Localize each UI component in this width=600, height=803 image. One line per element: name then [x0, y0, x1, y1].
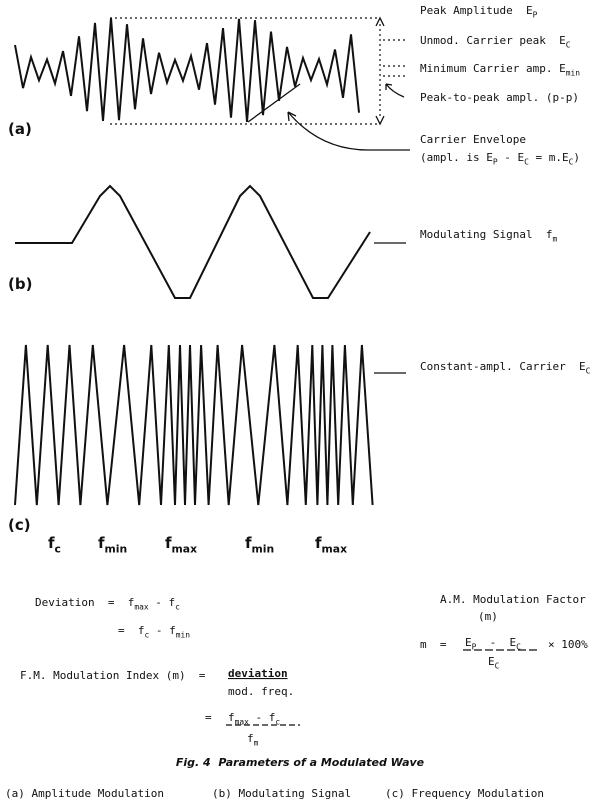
- subscript: max: [322, 543, 348, 556]
- freq-label: fmax: [165, 534, 197, 556]
- panel-label: (b): [8, 275, 32, 293]
- annotation: Peak-to-peak ampl. (p-p): [420, 91, 579, 104]
- subscript: max: [172, 543, 198, 556]
- text-segment: ): [573, 151, 580, 164]
- formula: =: [205, 711, 212, 724]
- annotation: (ampl. is EP - EC = m.EC): [420, 151, 580, 166]
- annotation: Constant-ampl. Carrier EC: [420, 360, 591, 375]
- text-segment: - E: [476, 636, 516, 649]
- formula: = fc - fmin: [118, 624, 190, 639]
- text-segment: f: [245, 534, 252, 552]
- text-segment: f: [315, 534, 322, 552]
- formula: m =: [420, 638, 447, 651]
- am-wave: [14, 17, 360, 122]
- text-segment: f: [165, 534, 172, 552]
- pp-pointer: [385, 83, 405, 98]
- envelope-line: [247, 83, 301, 123]
- caption: Fig. 4 Parameters of a Modulated Wave: [176, 756, 425, 769]
- annotation: Carrier Envelope: [420, 133, 526, 146]
- panel-label: (c): [8, 516, 31, 534]
- text-segment: - E: [498, 151, 525, 164]
- subscript: m: [254, 738, 259, 747]
- pp-arrows: [375, 16, 385, 126]
- text-segment: Unmod. Carrier peak E: [420, 34, 566, 47]
- text-segment: Peak Amplitude E: [420, 4, 533, 17]
- subscript: C: [524, 157, 529, 166]
- subscript: m: [552, 234, 557, 243]
- formula: F.M. Modulation Index (m) =: [20, 669, 206, 682]
- text-segment: f: [98, 534, 105, 552]
- formula: EP - EC: [465, 636, 521, 651]
- subscript: min: [252, 543, 275, 556]
- text-segment: (ampl. is E: [420, 151, 493, 164]
- formula: Deviation = fmax - fc: [35, 596, 180, 611]
- formula: A.M. Modulation Factor: [440, 593, 586, 606]
- subscript: min: [566, 68, 581, 77]
- text-segment: Deviation = f: [35, 596, 134, 609]
- modulating-wave: [15, 184, 371, 299]
- subscript: C: [566, 40, 571, 49]
- subscript: max: [134, 602, 149, 611]
- subscript: c: [55, 543, 61, 556]
- annotation: Peak Amplitude EP: [420, 4, 538, 19]
- text-segment: Peak-to-peak ampl. (p-p): [420, 91, 579, 104]
- text-segment: - f: [249, 711, 276, 724]
- freq-label: fmin: [245, 534, 274, 556]
- text-segment: = m.E: [529, 151, 569, 164]
- subscript: min: [176, 630, 191, 639]
- text-segment: - f: [149, 596, 176, 609]
- subscript: P: [472, 642, 477, 651]
- text-segment: f: [228, 711, 235, 724]
- subscript: C: [495, 661, 500, 670]
- subscript: C: [569, 157, 574, 166]
- subscript: c: [275, 717, 280, 726]
- caption-item: (b) Modulating Signal: [212, 787, 351, 800]
- subscript: P: [493, 157, 498, 166]
- text-segment: Carrier Envelope: [420, 133, 526, 146]
- subscript: max: [235, 717, 250, 726]
- subscript: min: [105, 543, 128, 556]
- subscript: P: [533, 10, 538, 19]
- freq-label: fc: [48, 534, 61, 556]
- caption-item: (c) Frequency Modulation: [385, 787, 544, 800]
- formula: fmax - fc: [228, 711, 280, 726]
- text-segment: - f: [149, 624, 176, 637]
- text-segment: = f: [118, 624, 145, 637]
- text-segment: f: [247, 732, 254, 745]
- formula: fm: [247, 732, 259, 747]
- annotation: Unmod. Carrier peak EC: [420, 34, 571, 49]
- subscript: c: [145, 630, 150, 639]
- panel-label: (a): [8, 120, 32, 138]
- envelope-pointer: [287, 111, 410, 151]
- subscript: c: [175, 602, 180, 611]
- annotation: Minimum Carrier amp. Emin: [420, 62, 580, 77]
- text-segment: Minimum Carrier amp. E: [420, 62, 566, 75]
- formula: × 100%: [548, 638, 588, 651]
- text-segment: Modulating Signal f: [420, 228, 552, 241]
- text-segment: f: [48, 534, 55, 552]
- formula: (m): [478, 610, 498, 623]
- freq-label: fmax: [315, 534, 347, 556]
- formula: deviation: [228, 667, 288, 680]
- text-segment: E: [465, 636, 472, 649]
- caption-item: (a) Amplitude Modulation: [5, 787, 164, 800]
- subscript: C: [586, 366, 591, 375]
- freq-label: fmin: [98, 534, 127, 556]
- subscript: C: [516, 642, 521, 651]
- annotation: Modulating Signal fm: [420, 228, 557, 243]
- formula: EC: [488, 655, 500, 670]
- formula: mod. freq.: [228, 685, 294, 698]
- text-segment: E: [488, 655, 495, 668]
- text-segment: Constant-ampl. Carrier E: [420, 360, 586, 373]
- fm-wave: [14, 344, 374, 506]
